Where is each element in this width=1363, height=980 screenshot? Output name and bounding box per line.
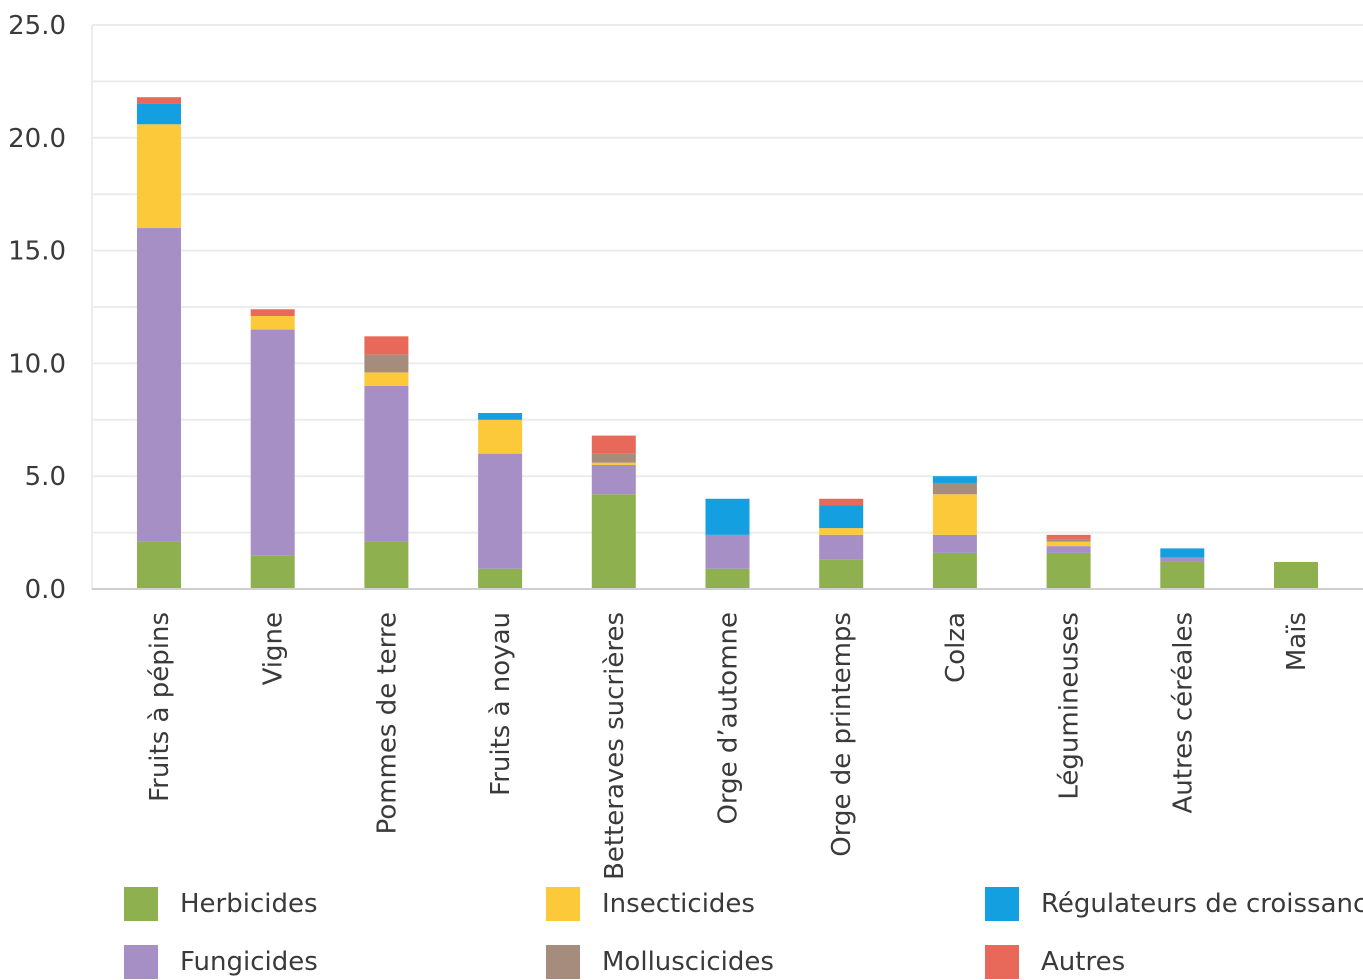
bar-segment — [1274, 561, 1318, 589]
bar-segment — [137, 228, 181, 542]
bar-segment — [819, 534, 864, 560]
bar-segment — [819, 559, 864, 589]
y-tick-label: 10.0 — [8, 349, 66, 379]
bar-segment — [1046, 539, 1091, 542]
bar-segment — [137, 103, 181, 125]
bar-segment — [819, 505, 864, 529]
bar-segment — [1160, 557, 1205, 562]
x-tick-label: Maïs — [1282, 612, 1312, 671]
x-tick-label: Vigne — [259, 612, 289, 685]
x-tick-label: Betteraves sucrières — [600, 612, 630, 880]
bar-segment — [932, 494, 977, 535]
bar-segment — [364, 354, 409, 373]
bar-segment — [137, 541, 181, 589]
x-tick-label: Colza — [941, 612, 971, 683]
y-tick-label: 20.0 — [8, 124, 66, 154]
bar-segment — [1160, 548, 1205, 558]
bar-segment — [819, 528, 864, 535]
bar-segment — [478, 568, 523, 589]
bar-segment — [364, 541, 409, 589]
bar-segment — [591, 453, 636, 463]
bar-segment — [591, 435, 636, 454]
x-tick-label: Orge de printemps — [827, 612, 857, 857]
x-tick-label: Légumineuses — [1055, 612, 1085, 800]
bar-segment — [137, 97, 181, 104]
bar-segment — [364, 372, 409, 386]
bar-segment — [705, 568, 750, 589]
bar-segment — [250, 316, 295, 330]
bar-segment — [819, 498, 864, 506]
y-tick-label: 15.0 — [8, 237, 66, 267]
bar-segment — [932, 482, 977, 495]
bar-segment — [1046, 546, 1091, 553]
bar-segment — [364, 385, 409, 542]
x-tick-label: Fruits à pépins — [145, 612, 175, 802]
bar-segment — [250, 555, 295, 589]
bar-segment — [137, 124, 181, 229]
x-axis-tick-labels: Fruits à pépins Vigne Pommes de terre Fruit… — [145, 612, 1312, 880]
bar-segment — [478, 453, 523, 569]
bar-segment — [1046, 541, 1091, 547]
bars — [137, 97, 1318, 589]
x-tick-label: Autres céréales — [1168, 612, 1198, 814]
bar-segment — [1046, 552, 1091, 589]
bar-segment — [932, 476, 977, 483]
bar-segment — [478, 419, 523, 454]
bar-segment — [932, 552, 977, 589]
y-tick-label: 0.0 — [25, 575, 66, 605]
bar-segment — [705, 498, 750, 535]
bar-segment — [478, 413, 523, 420]
bar-segment — [1160, 561, 1205, 589]
bar-segment — [932, 534, 977, 553]
bar-segment — [591, 494, 636, 589]
bar-segment — [250, 329, 295, 556]
grid-lines — [91, 24, 1363, 589]
bar-segment — [250, 309, 295, 317]
bar-segment — [1046, 534, 1091, 540]
bar-segment — [591, 462, 636, 465]
x-tick-label: Orge d’automne — [714, 612, 744, 825]
y-axis-tick-labels: 0.0 5.0 10.0 15.0 20.0 25.0 — [8, 11, 66, 605]
bar-segment — [705, 534, 750, 569]
y-tick-label: 5.0 — [25, 462, 66, 492]
x-tick-label: Pommes de terre — [372, 612, 402, 834]
bar-segment — [591, 464, 636, 495]
bar-segment — [364, 336, 409, 355]
x-tick-label: Fruits à noyau — [486, 612, 516, 796]
y-tick-label: 25.0 — [8, 11, 66, 41]
